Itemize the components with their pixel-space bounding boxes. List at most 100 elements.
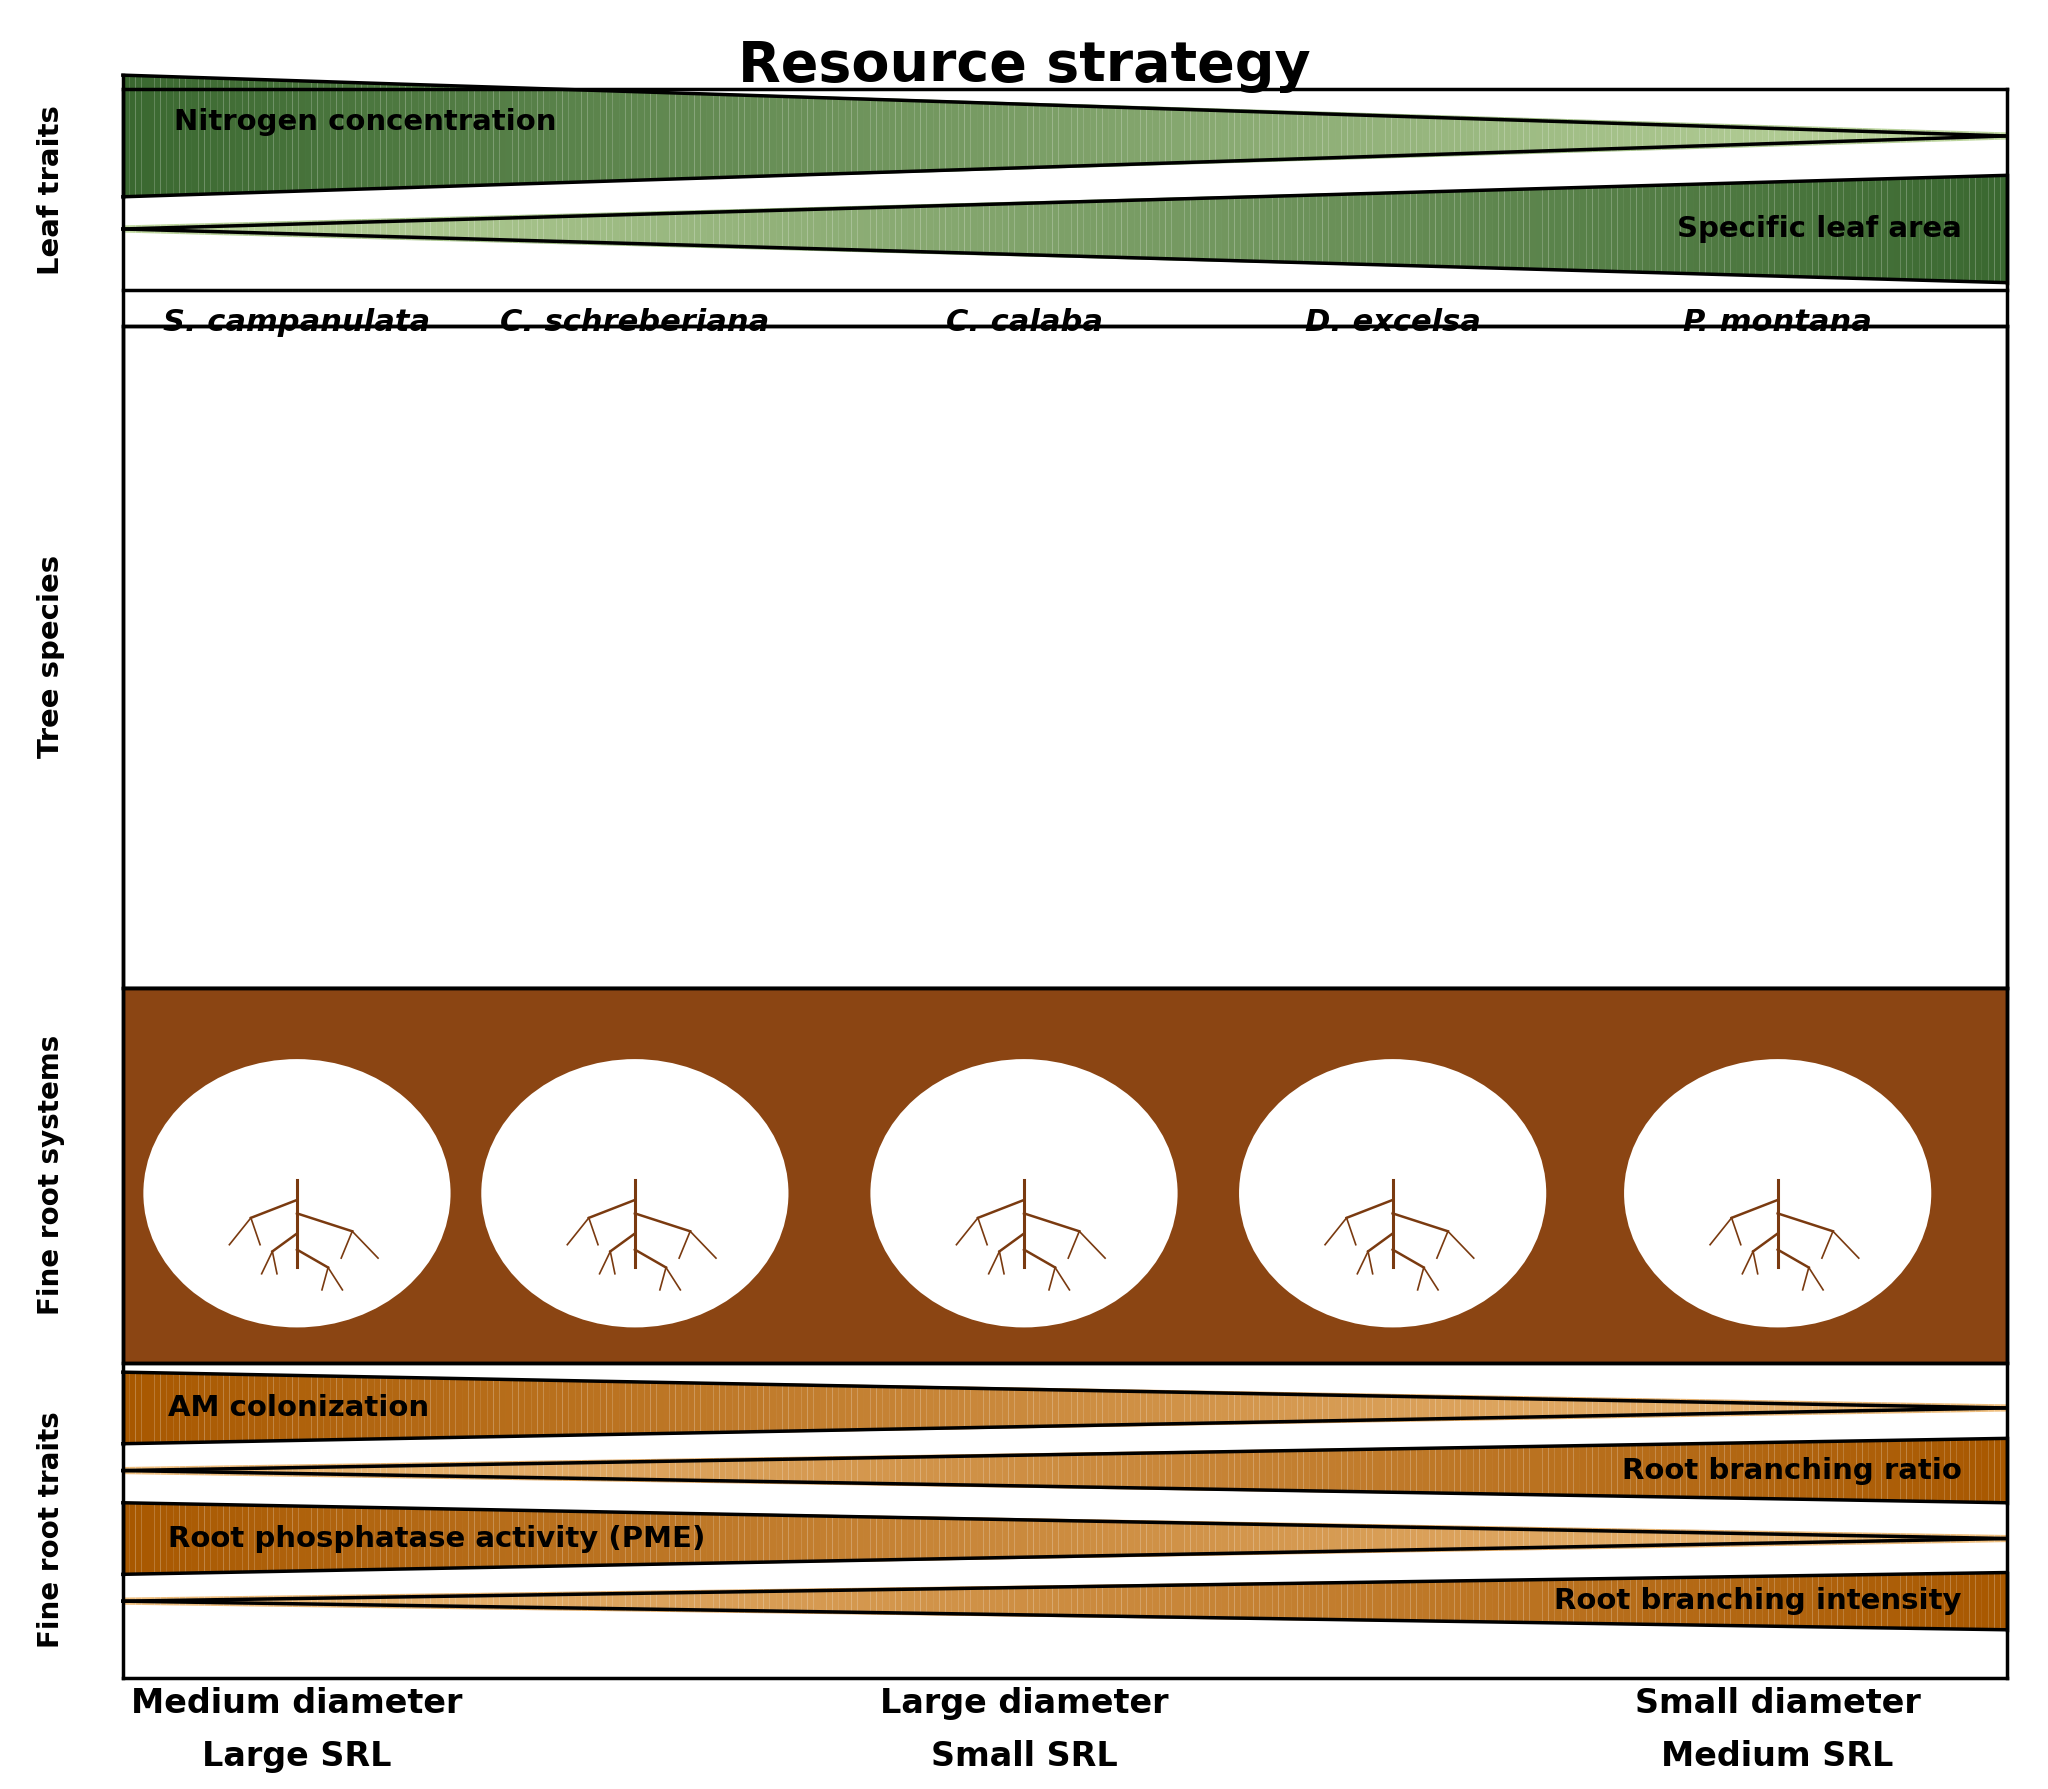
Polygon shape xyxy=(393,1594,399,1608)
Polygon shape xyxy=(123,1372,129,1444)
Polygon shape xyxy=(569,1592,575,1610)
Polygon shape xyxy=(1391,114,1399,157)
Polygon shape xyxy=(1767,1401,1776,1415)
Polygon shape xyxy=(1964,177,1970,281)
Polygon shape xyxy=(1812,1401,1819,1415)
Polygon shape xyxy=(1311,193,1317,265)
Polygon shape xyxy=(1454,116,1460,156)
Polygon shape xyxy=(1366,191,1372,267)
Polygon shape xyxy=(2001,1573,2007,1630)
Polygon shape xyxy=(518,1510,524,1567)
Polygon shape xyxy=(147,1372,154,1444)
Polygon shape xyxy=(1454,1526,1460,1551)
Polygon shape xyxy=(1260,1392,1266,1424)
Polygon shape xyxy=(305,1376,311,1440)
Polygon shape xyxy=(1341,1449,1348,1492)
Polygon shape xyxy=(1782,1531,1788,1546)
Polygon shape xyxy=(248,222,254,236)
Polygon shape xyxy=(1894,129,1901,143)
Polygon shape xyxy=(1542,1397,1548,1419)
Polygon shape xyxy=(606,89,612,182)
Polygon shape xyxy=(260,1465,268,1476)
Polygon shape xyxy=(1964,1573,1970,1630)
Polygon shape xyxy=(1323,1449,1329,1492)
Polygon shape xyxy=(254,1596,260,1607)
Polygon shape xyxy=(199,1374,205,1442)
Polygon shape xyxy=(229,1596,236,1607)
Polygon shape xyxy=(1982,1438,1989,1503)
Polygon shape xyxy=(154,1503,160,1574)
Polygon shape xyxy=(1423,1524,1430,1553)
Polygon shape xyxy=(254,222,260,236)
Polygon shape xyxy=(1642,1399,1649,1417)
Polygon shape xyxy=(864,1515,870,1562)
Polygon shape xyxy=(1466,1447,1473,1494)
Polygon shape xyxy=(1278,111,1284,161)
Polygon shape xyxy=(1956,1438,1964,1503)
Polygon shape xyxy=(1761,1442,1767,1499)
Polygon shape xyxy=(1907,177,1913,281)
Polygon shape xyxy=(664,91,670,181)
Polygon shape xyxy=(1296,1581,1305,1621)
Polygon shape xyxy=(725,1458,731,1483)
Polygon shape xyxy=(739,1458,745,1483)
Polygon shape xyxy=(1606,120,1612,152)
Polygon shape xyxy=(1724,1399,1731,1417)
Polygon shape xyxy=(324,1594,330,1608)
Circle shape xyxy=(870,1059,1178,1327)
Polygon shape xyxy=(1599,1578,1606,1624)
Polygon shape xyxy=(1147,199,1153,259)
Polygon shape xyxy=(1587,120,1593,152)
Polygon shape xyxy=(1749,125,1755,147)
Polygon shape xyxy=(782,208,788,250)
Polygon shape xyxy=(731,1513,739,1564)
Polygon shape xyxy=(1606,1578,1612,1624)
Polygon shape xyxy=(670,1512,676,1565)
Polygon shape xyxy=(1788,125,1794,147)
Polygon shape xyxy=(1536,1446,1542,1496)
Polygon shape xyxy=(645,1460,651,1481)
Polygon shape xyxy=(336,1463,342,1478)
Polygon shape xyxy=(1548,1528,1554,1549)
Polygon shape xyxy=(1202,1390,1210,1426)
Polygon shape xyxy=(1712,123,1718,148)
Polygon shape xyxy=(543,1379,551,1437)
Polygon shape xyxy=(989,1454,995,1487)
Polygon shape xyxy=(977,1587,983,1615)
Polygon shape xyxy=(1561,1446,1567,1496)
Polygon shape xyxy=(637,1512,645,1565)
Polygon shape xyxy=(739,93,745,179)
Polygon shape xyxy=(801,208,807,250)
Polygon shape xyxy=(287,81,293,191)
Polygon shape xyxy=(1876,129,1882,143)
Polygon shape xyxy=(1919,1440,1925,1501)
Polygon shape xyxy=(1436,190,1442,268)
Polygon shape xyxy=(387,218,393,240)
Polygon shape xyxy=(846,1515,852,1562)
Polygon shape xyxy=(940,1587,946,1615)
Polygon shape xyxy=(907,1385,913,1431)
Polygon shape xyxy=(588,1379,594,1437)
Polygon shape xyxy=(1843,1440,1849,1501)
Polygon shape xyxy=(606,1512,612,1565)
Polygon shape xyxy=(399,1508,406,1569)
Polygon shape xyxy=(199,1505,205,1573)
Polygon shape xyxy=(965,1587,971,1615)
Polygon shape xyxy=(1944,1438,1950,1503)
Polygon shape xyxy=(1184,1451,1190,1490)
Polygon shape xyxy=(594,1590,600,1612)
Polygon shape xyxy=(412,1378,418,1438)
Polygon shape xyxy=(694,93,700,179)
Polygon shape xyxy=(1147,1451,1153,1490)
Polygon shape xyxy=(500,1379,506,1437)
Polygon shape xyxy=(1165,1390,1171,1426)
Polygon shape xyxy=(883,98,889,174)
Polygon shape xyxy=(1184,1521,1190,1556)
Polygon shape xyxy=(928,100,934,172)
Polygon shape xyxy=(1862,1403,1870,1413)
Polygon shape xyxy=(952,1386,958,1429)
Polygon shape xyxy=(795,1383,801,1433)
Polygon shape xyxy=(1573,1397,1579,1419)
Polygon shape xyxy=(1454,1580,1460,1623)
Polygon shape xyxy=(928,1587,934,1615)
